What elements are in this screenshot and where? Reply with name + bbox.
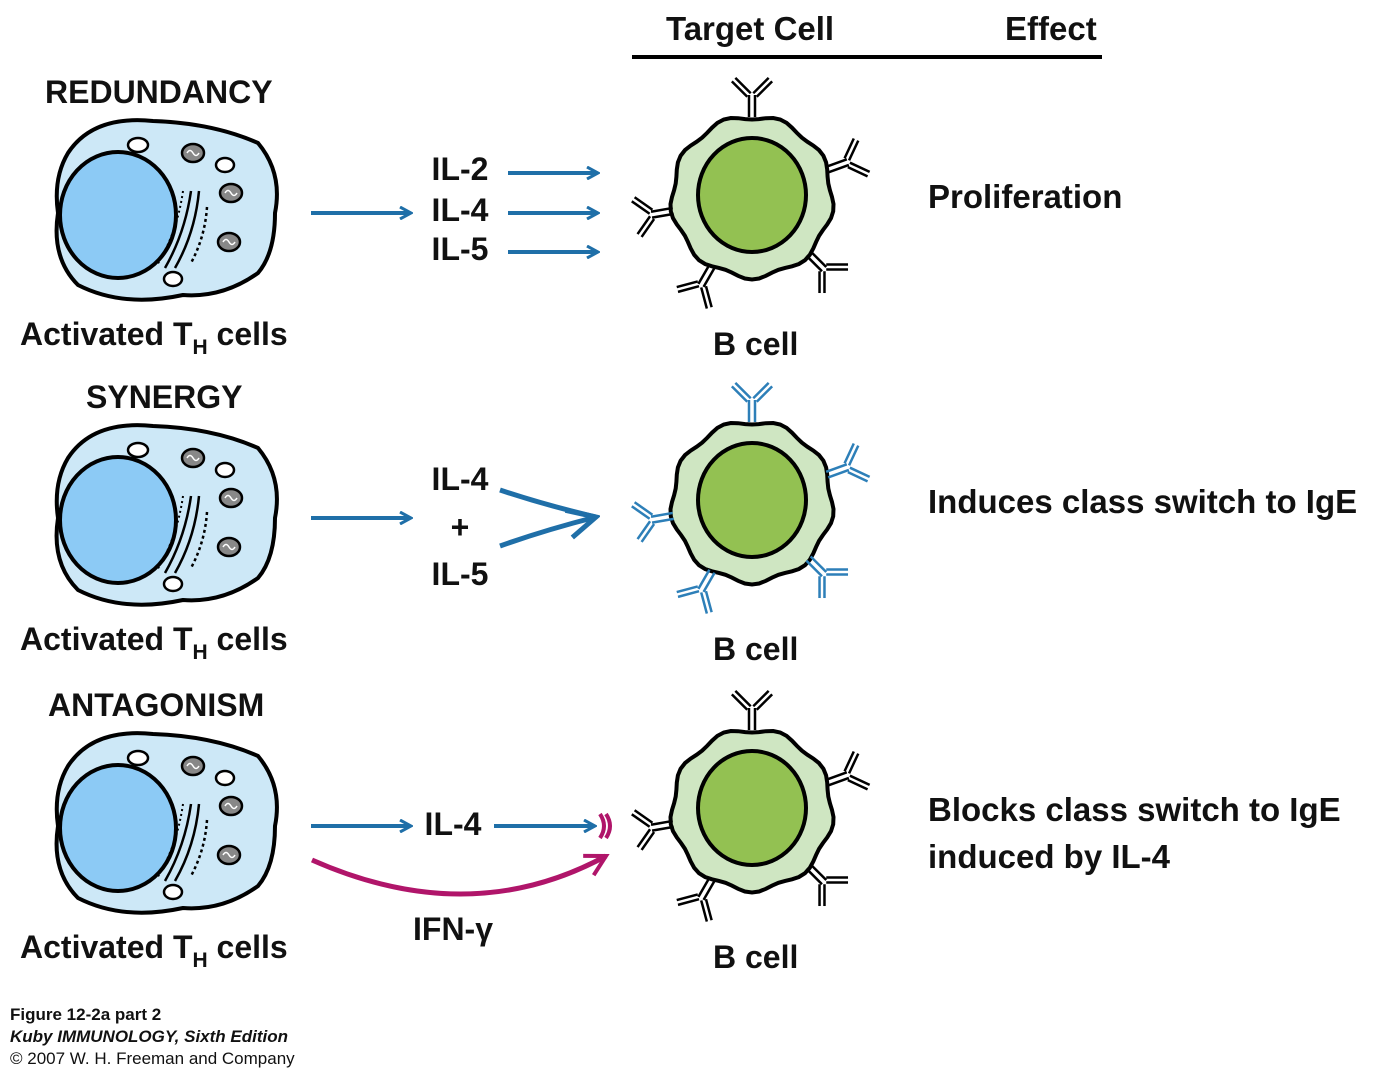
header-target-cell: Target Cell: [666, 10, 835, 47]
th-cell-icon: [54, 423, 279, 607]
panel-title-redundancy: REDUNDANCY: [45, 74, 273, 110]
target-label: B cell: [713, 939, 799, 975]
figure-caption: Figure 12-2a part 2: [10, 1005, 162, 1024]
antibody-icon: [730, 689, 774, 730]
cytokine-label: IL-4: [424, 806, 482, 842]
cytokine-label: IL-5: [431, 556, 489, 592]
book-caption: Kuby IMMUNOLOGY, Sixth Edition: [10, 1027, 288, 1046]
receptor-block-icon: [598, 812, 612, 840]
source-label: Activated TH cells: [20, 929, 288, 972]
cytokine-label: IFN-γ: [413, 911, 493, 947]
effect-text: Proliferation: [928, 178, 1123, 215]
target-label: B cell: [713, 326, 799, 362]
antibody-icon: [676, 264, 716, 309]
target-label: B cell: [713, 631, 799, 667]
panel-title-antagonism: ANTAGONISM: [48, 687, 265, 723]
effect-text: Blocks class switch to IgE: [928, 791, 1341, 828]
b-cell-icon: [631, 76, 871, 309]
cytokine-label: IL-5: [431, 231, 489, 267]
antibody-icon: [676, 877, 716, 922]
antibody-icon: [631, 501, 674, 543]
antibody-icon: [805, 863, 849, 907]
effect-text: induced by IL-4: [928, 838, 1171, 875]
b-cell-icon: [631, 689, 871, 922]
antibody-icon: [730, 76, 774, 117]
antibody-icon: [730, 381, 774, 422]
antibody-icon: [825, 137, 871, 178]
antibody-icon: [631, 196, 674, 238]
b-cell-icon: [631, 381, 871, 614]
plus-sign: +: [450, 509, 470, 545]
cytokine-label: IL-2: [431, 151, 489, 187]
source-label: Activated TH cells: [20, 316, 288, 359]
effect-text: Induces class switch to IgE: [928, 483, 1358, 520]
antibody-icon: [825, 442, 871, 483]
th-cell-icon: [54, 731, 279, 915]
antibody-icon: [805, 555, 849, 599]
cytokine-label: IL-4: [431, 192, 489, 228]
antibody-icon: [805, 250, 849, 294]
panel-title-synergy: SYNERGY: [86, 379, 243, 415]
synergy-arrow-top: [499, 487, 597, 520]
antibody-icon: [825, 750, 871, 791]
synergy-arrow-bottom: [499, 517, 596, 549]
ifn-gamma-arrow: [310, 853, 606, 897]
antibody-icon: [676, 569, 716, 614]
th-cell-icon: [54, 118, 279, 302]
header-effect: Effect: [1005, 10, 1097, 47]
source-label: Activated TH cells: [20, 621, 288, 664]
antibody-icon: [631, 809, 674, 851]
cytokine-label: IL-4: [431, 461, 489, 497]
copyright-caption: © 2007 W. H. Freeman and Company: [10, 1049, 295, 1068]
